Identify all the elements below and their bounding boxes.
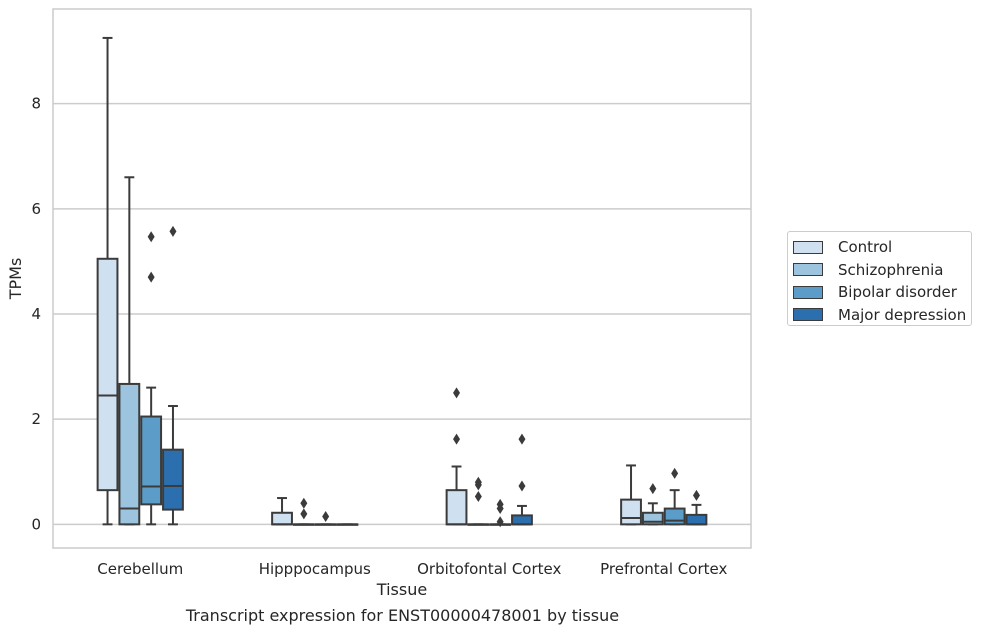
legend-swatch xyxy=(793,240,823,254)
series-schizophrenia xyxy=(118,176,664,526)
outlier-point xyxy=(300,508,308,520)
y-tick-label: 4 xyxy=(31,305,41,323)
legend-swatch xyxy=(793,285,823,299)
outlier-point xyxy=(147,231,155,243)
chart-caption: Transcript expression for ENST0000047800… xyxy=(185,606,620,625)
box-iqr xyxy=(140,415,163,506)
box-iqr xyxy=(271,511,293,526)
box-iqr xyxy=(96,257,119,492)
box-iqr xyxy=(511,514,533,526)
legend-item: Major depression xyxy=(793,304,971,327)
box xyxy=(314,510,337,526)
legend-label: Major depression xyxy=(838,305,967,324)
legend-item: Bipolar disorder xyxy=(793,281,971,304)
outlier-point xyxy=(518,480,526,492)
outlier-point xyxy=(300,497,308,509)
box-plot-series xyxy=(96,36,708,528)
outlier-point xyxy=(518,433,526,445)
box-iqr xyxy=(118,382,141,526)
box xyxy=(162,225,184,526)
y-axis-ticks: 0 2 4 6 8 xyxy=(31,95,41,534)
box xyxy=(685,489,708,526)
box xyxy=(445,387,468,526)
box xyxy=(336,523,359,526)
legend-label: Schizophrenia xyxy=(838,260,944,279)
y-tick-label: 6 xyxy=(31,200,41,218)
outlier-point xyxy=(169,225,177,237)
box-iqr xyxy=(641,511,664,526)
x-tick-label: Prefrontal Cortex xyxy=(600,560,727,578)
legend-label: Bipolar disorder xyxy=(838,283,957,302)
legend-item: Schizophrenia xyxy=(793,259,971,282)
series-control xyxy=(96,36,642,526)
box-iqr xyxy=(445,489,468,526)
y-tick-label: 8 xyxy=(31,95,41,113)
box-iqr xyxy=(162,448,184,511)
legend-label: Control xyxy=(838,238,893,257)
legend: Control Schizophrenia Bipolar disorder Majo… xyxy=(787,231,972,326)
y-tick-label: 0 xyxy=(31,515,41,533)
box xyxy=(489,498,512,528)
box xyxy=(140,231,163,526)
box xyxy=(620,464,642,526)
box xyxy=(271,497,293,526)
outlier-point xyxy=(692,489,700,501)
x-tick-label: Cerebellum xyxy=(97,560,183,578)
outlier-point xyxy=(649,483,657,495)
outlier-point xyxy=(496,516,504,528)
box xyxy=(118,176,141,526)
y-tick-label: 2 xyxy=(31,410,41,428)
outlier-point xyxy=(474,476,482,488)
box xyxy=(96,36,119,526)
x-tick-label: Hipppocampus xyxy=(259,560,371,578)
x-tick-label: Orbitofontal Cortex xyxy=(417,560,561,578)
outlier-point xyxy=(671,467,679,479)
box xyxy=(511,433,533,526)
box-iqr xyxy=(685,513,708,526)
legend-swatch xyxy=(793,263,823,277)
box-iqr xyxy=(663,507,686,526)
plot-frame xyxy=(52,8,752,549)
outlier-point xyxy=(322,510,330,522)
legend-item: Control xyxy=(793,236,971,259)
legend-swatch xyxy=(793,308,823,322)
box xyxy=(663,467,686,526)
y-axis-label: TPMs xyxy=(6,258,25,301)
outlier-point xyxy=(453,433,461,445)
x-axis-ticks: Cerebellum Hipppocampus Orbitofontal Corte… xyxy=(97,560,727,578)
box xyxy=(467,476,490,526)
outlier-point xyxy=(474,490,482,502)
x-axis-label: Tissue xyxy=(376,580,427,599)
box-iqr xyxy=(620,498,642,526)
series-major-depression xyxy=(162,225,708,526)
box xyxy=(641,483,664,526)
box xyxy=(292,497,315,526)
outlier-point xyxy=(496,498,504,510)
outlier-point xyxy=(147,271,155,283)
outlier-point xyxy=(453,387,461,399)
series-bipolar-disorder xyxy=(140,231,686,528)
